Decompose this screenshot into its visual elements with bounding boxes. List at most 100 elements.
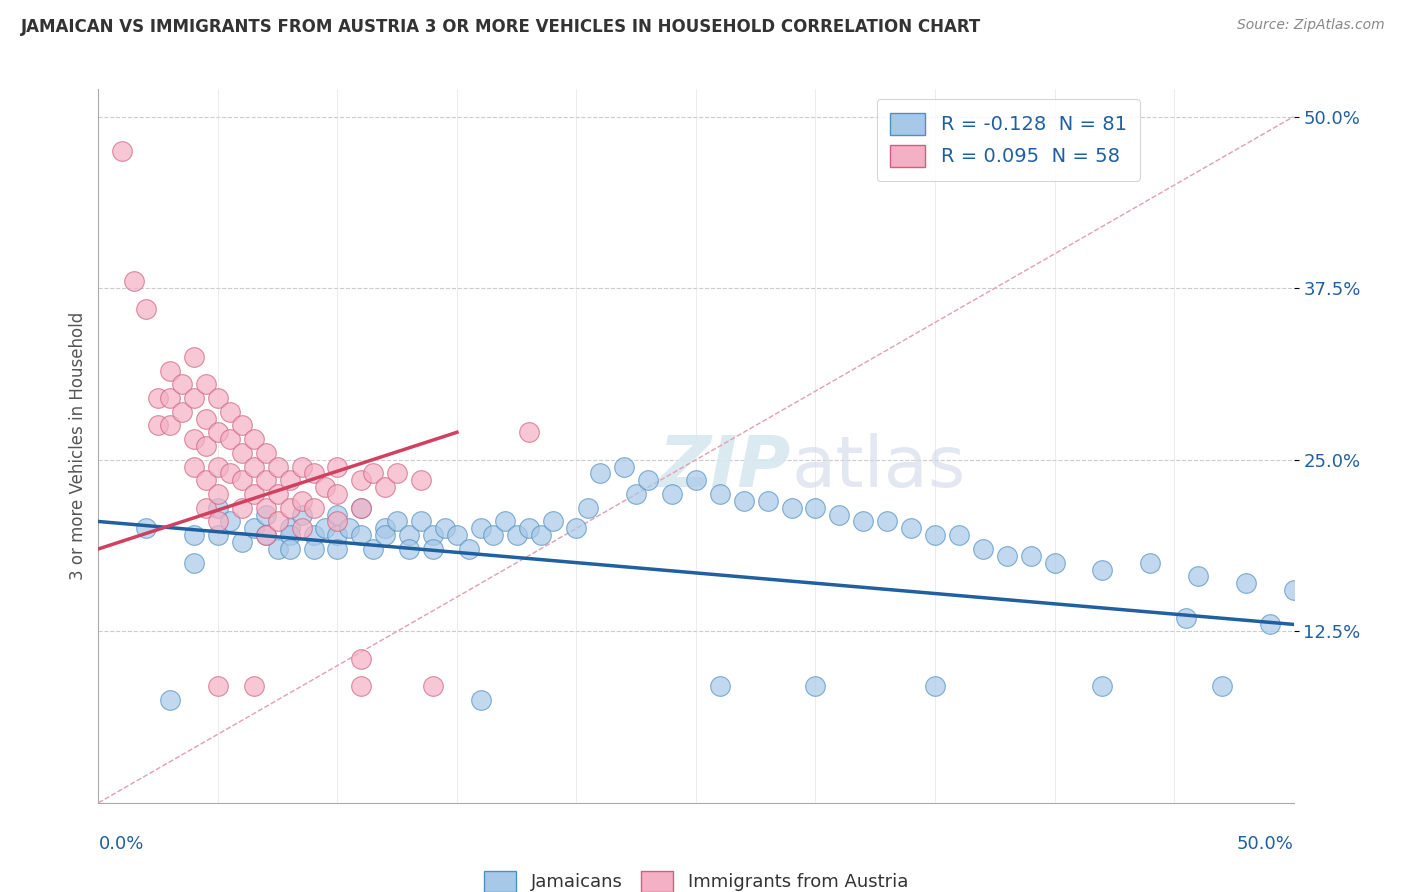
Point xyxy=(207,487,229,501)
Point xyxy=(291,521,314,535)
Point xyxy=(195,473,218,487)
Point xyxy=(685,473,707,487)
Point xyxy=(207,528,229,542)
Text: ZIP: ZIP xyxy=(659,433,792,502)
Point xyxy=(398,528,420,542)
Point xyxy=(195,411,218,425)
Point xyxy=(1139,556,1161,570)
Point xyxy=(422,528,444,542)
Point xyxy=(374,528,396,542)
Point xyxy=(159,363,181,377)
Point xyxy=(1175,610,1198,624)
Point xyxy=(1211,679,1233,693)
Point xyxy=(852,515,875,529)
Point xyxy=(207,391,229,405)
Point xyxy=(350,500,373,515)
Point xyxy=(470,521,492,535)
Point xyxy=(446,528,468,542)
Point xyxy=(458,541,481,556)
Point xyxy=(183,432,205,446)
Point xyxy=(291,494,314,508)
Point xyxy=(637,473,659,487)
Point xyxy=(434,521,457,535)
Point xyxy=(219,467,242,481)
Point xyxy=(254,446,277,460)
Point xyxy=(350,473,373,487)
Text: Source: ZipAtlas.com: Source: ZipAtlas.com xyxy=(1237,18,1385,32)
Point xyxy=(207,500,229,515)
Point xyxy=(828,508,851,522)
Point xyxy=(1019,549,1042,563)
Point xyxy=(159,693,181,707)
Point xyxy=(124,274,146,288)
Point xyxy=(231,446,253,460)
Point xyxy=(1187,569,1209,583)
Point xyxy=(243,679,266,693)
Point xyxy=(278,541,301,556)
Point xyxy=(243,459,266,474)
Text: 50.0%: 50.0% xyxy=(1237,835,1294,853)
Point xyxy=(924,528,946,542)
Point xyxy=(709,679,731,693)
Point xyxy=(565,521,588,535)
Point xyxy=(231,418,253,433)
Point xyxy=(326,528,349,542)
Point xyxy=(900,521,922,535)
Point xyxy=(326,487,349,501)
Point xyxy=(398,541,420,556)
Point xyxy=(231,473,253,487)
Point xyxy=(780,500,803,515)
Point xyxy=(219,405,242,419)
Y-axis label: 3 or more Vehicles in Household: 3 or more Vehicles in Household xyxy=(69,312,87,580)
Point xyxy=(422,679,444,693)
Point xyxy=(172,377,194,392)
Point xyxy=(231,535,253,549)
Point xyxy=(481,528,505,542)
Point xyxy=(756,494,779,508)
Point xyxy=(159,391,181,405)
Point xyxy=(1234,576,1257,591)
Point xyxy=(291,459,314,474)
Point xyxy=(326,541,349,556)
Point xyxy=(278,528,301,542)
Text: 0.0%: 0.0% xyxy=(98,835,143,853)
Point xyxy=(613,459,636,474)
Point xyxy=(159,418,181,433)
Point xyxy=(195,439,218,453)
Point xyxy=(541,515,564,529)
Point xyxy=(363,467,385,481)
Point xyxy=(326,515,349,529)
Point xyxy=(350,528,373,542)
Point xyxy=(207,459,229,474)
Point xyxy=(326,508,349,522)
Point xyxy=(1091,562,1114,576)
Point xyxy=(315,521,337,535)
Point xyxy=(804,679,827,693)
Point xyxy=(506,528,529,542)
Point xyxy=(350,679,373,693)
Text: JAMAICAN VS IMMIGRANTS FROM AUSTRIA 3 OR MORE VEHICLES IN HOUSEHOLD CORRELATION : JAMAICAN VS IMMIGRANTS FROM AUSTRIA 3 OR… xyxy=(21,18,981,36)
Point xyxy=(254,508,277,522)
Point xyxy=(267,459,290,474)
Point xyxy=(302,541,325,556)
Point xyxy=(411,515,433,529)
Point xyxy=(219,432,242,446)
Point xyxy=(302,528,325,542)
Point xyxy=(254,500,277,515)
Point xyxy=(876,515,898,529)
Point xyxy=(924,679,946,693)
Point xyxy=(219,515,242,529)
Point xyxy=(148,418,170,433)
Point xyxy=(278,521,301,535)
Point xyxy=(183,350,205,364)
Point xyxy=(231,500,253,515)
Point xyxy=(422,541,444,556)
Point xyxy=(183,556,205,570)
Point xyxy=(948,528,970,542)
Point xyxy=(243,487,266,501)
Point xyxy=(972,541,994,556)
Point xyxy=(350,500,373,515)
Point xyxy=(267,515,290,529)
Legend: Jamaicans, Immigrants from Austria: Jamaicans, Immigrants from Austria xyxy=(475,862,917,892)
Point xyxy=(530,528,553,542)
